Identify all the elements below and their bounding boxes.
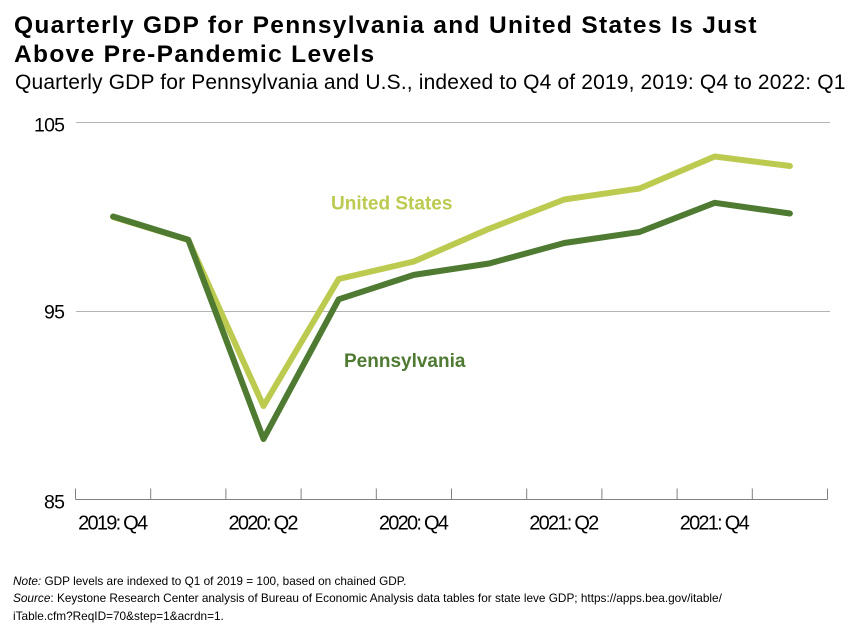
svg-text:105: 105	[34, 115, 65, 137]
svg-text:2019: Q4: 2019: Q4	[78, 513, 148, 535]
svg-text:2021: Q2: 2021: Q2	[529, 513, 599, 535]
svg-text:Pennsylvania: Pennsylvania	[344, 351, 466, 372]
svg-text:2021: Q4: 2021: Q4	[680, 513, 750, 535]
svg-text:2020: Q4: 2020: Q4	[379, 513, 449, 535]
svg-text:85: 85	[44, 492, 65, 514]
svg-text:United States: United States	[331, 194, 452, 215]
svg-text:95: 95	[44, 302, 65, 324]
svg-text:2020: Q2: 2020: Q2	[229, 513, 299, 535]
